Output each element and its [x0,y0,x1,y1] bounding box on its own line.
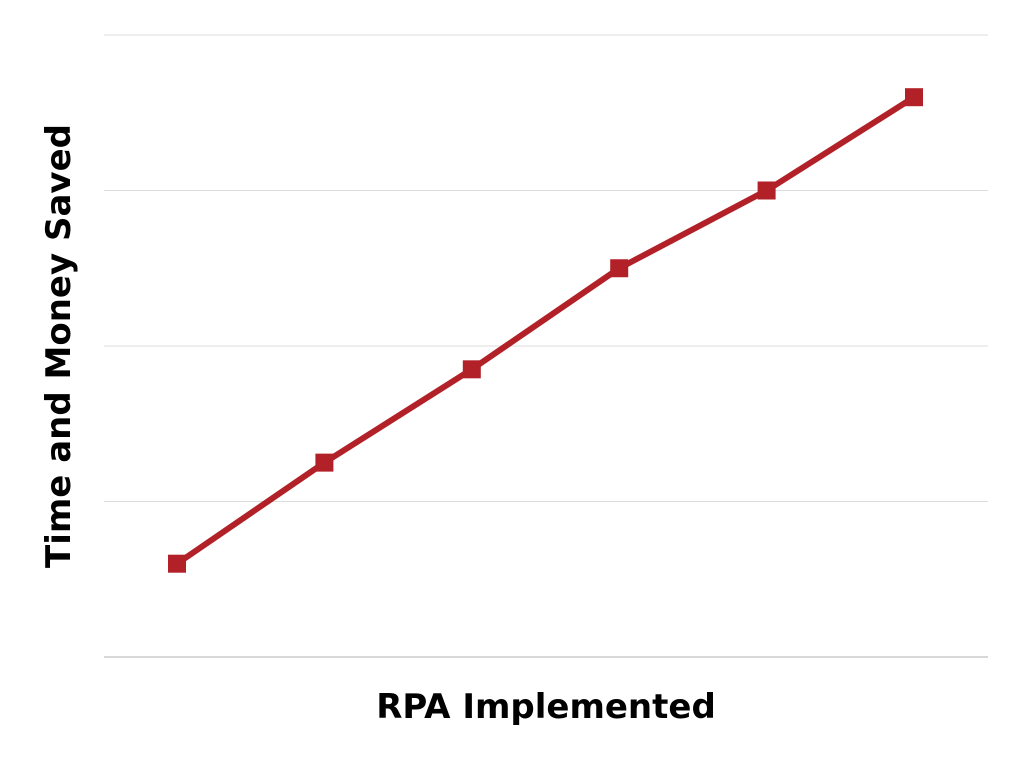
data-point-marker [462,360,481,379]
series-line [175,94,916,567]
gridlines [104,34,988,658]
data-point-marker [315,453,334,472]
series-layer [168,88,923,573]
data-point-marker [905,88,923,107]
data-point-marker [610,259,629,278]
data-point-marker [168,554,186,573]
data-point-marker [757,181,776,200]
y-axis-title: Time and Money Saved [39,124,79,568]
x-axis-title: RPA Implemented [376,687,716,727]
